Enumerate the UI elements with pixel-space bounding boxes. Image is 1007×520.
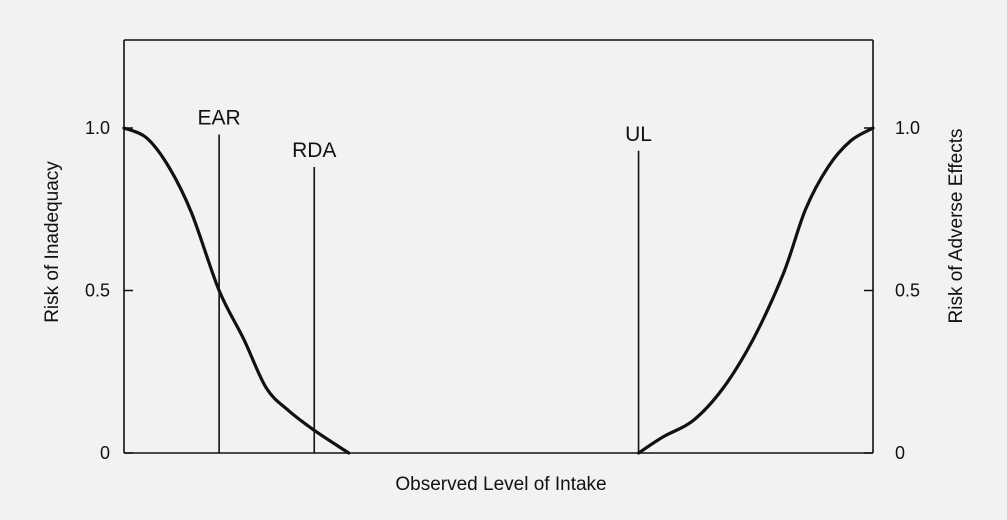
reference-label-ul: UL [625, 123, 652, 146]
risk-of-adverse-effects-curve [637, 126, 875, 455]
series-layer [122, 126, 875, 455]
reference-label-rda: RDA [292, 139, 336, 162]
y-axis-right-title: Risk of Adverse Effects [946, 128, 967, 323]
axes-layer [123, 39, 874, 454]
x-axis-title: Observed Level of Intake [395, 474, 606, 495]
reference-label-ear: EAR [198, 107, 241, 130]
y-left-tick-label: 0.5 [85, 281, 110, 301]
ticks-layer: 0 0 0.5 0.5 1.0 1.0 [85, 118, 920, 463]
y-right-tick-label: 0.5 [895, 281, 920, 301]
y-right-tick-label: 1.0 [895, 118, 920, 138]
y-left-tick-label: 0 [100, 443, 110, 463]
y-left-tick-label: 1.0 [85, 118, 110, 138]
y-axis-left-title: Risk of Inadequacy [42, 161, 63, 323]
y-right-tick-label: 0 [895, 443, 905, 463]
risk-of-inadequacy-curve [122, 126, 351, 455]
reference-lines-layer: EAR RDA UL [198, 107, 652, 453]
labels-layer: Observed Level of Intake Risk of Inadequ… [42, 128, 967, 495]
